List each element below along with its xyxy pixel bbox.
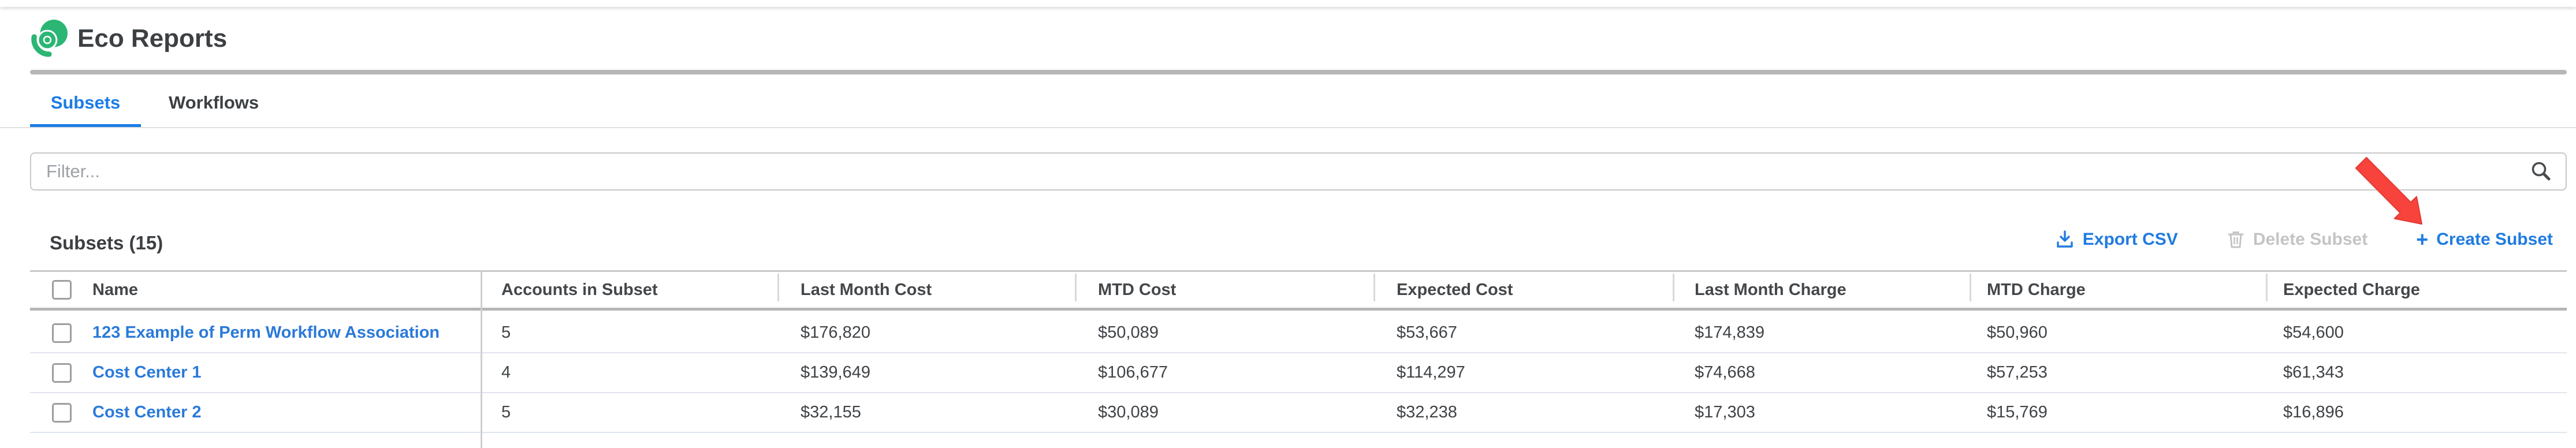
- column-header-expected-cost[interactable]: Expected Cost: [1373, 273, 1673, 301]
- cell-accounts-in-subset: 5: [501, 403, 511, 421]
- top-elevation-strip: [0, 0, 2576, 7]
- table-header-row: Name Accounts in Subset Last Month Cost …: [30, 272, 2567, 311]
- table-row: Cost Center 1 4 $139,649 $106,677 $114,2…: [30, 353, 2567, 393]
- cell-expected-cost: $32,238: [1397, 403, 1457, 421]
- filter-input[interactable]: [30, 152, 2567, 191]
- eco-logo-icon: [31, 20, 68, 57]
- column-header-name[interactable]: Name: [92, 280, 138, 299]
- plus-icon: +: [2416, 227, 2429, 251]
- tab-workflows[interactable]: Workflows: [169, 92, 259, 113]
- cell-mtd-cost: $106,677: [1098, 363, 1168, 382]
- download-icon: [2057, 230, 2073, 248]
- table-row: 123 Example of Perm Workflow Association…: [30, 313, 2567, 353]
- row-checkbox[interactable]: [52, 363, 72, 383]
- column-header-mtd-cost[interactable]: MTD Cost: [1075, 273, 1373, 301]
- cell-mtd-charge: $57,253: [1987, 363, 2048, 382]
- cell-last-month-charge: $174,839: [1695, 323, 1765, 342]
- column-header-last-month-charge[interactable]: Last Month Charge: [1673, 273, 1970, 301]
- cell-expected-cost: $114,297: [1397, 363, 1465, 382]
- red-arrow-annotation-icon: [2355, 156, 2422, 225]
- delete-subset-label: Delete Subset: [2253, 230, 2368, 249]
- cell-last-month-charge: $74,668: [1695, 363, 1755, 382]
- row-checkbox-cell: [30, 363, 92, 383]
- subset-name-link[interactable]: 123 Example of Perm Workflow Association: [92, 323, 440, 342]
- cell-expected-cost: $53,667: [1397, 323, 1457, 342]
- subset-name-link[interactable]: Cost Center 2: [92, 403, 202, 421]
- cell-expected-charge: $61,343: [2283, 363, 2344, 382]
- export-csv-button[interactable]: Export CSV: [2055, 230, 2178, 249]
- table-top-border: [30, 270, 2567, 272]
- tabs-divider: [0, 127, 2576, 128]
- cell-accounts-in-subset: 4: [501, 363, 511, 382]
- delete-subset-button[interactable]: Delete Subset: [2227, 230, 2367, 249]
- export-csv-label: Export CSV: [2082, 230, 2178, 249]
- page-title: Eco Reports: [77, 24, 228, 53]
- cell-last-month-cost: $32,155: [801, 403, 861, 421]
- cell-expected-charge: $54,600: [2283, 323, 2344, 342]
- cell-expected-charge: $16,896: [2283, 403, 2344, 421]
- create-subset-button[interactable]: + Create Subset: [2416, 227, 2553, 251]
- subset-name-link[interactable]: Cost Center 1: [92, 363, 202, 382]
- tab-subsets[interactable]: Subsets: [50, 92, 121, 113]
- section-title: Subsets (15): [50, 232, 163, 253]
- column-header-expected-charge[interactable]: Expected Charge: [2266, 273, 2567, 301]
- table-row: Cost Center 2 5 $32,155 $30,089 $32,238 …: [30, 393, 2567, 433]
- cell-last-month-charge: $17,303: [1695, 403, 1755, 421]
- cell-accounts-in-subset: 5: [501, 323, 511, 342]
- horizontal-scrollbar[interactable]: [30, 70, 2567, 74]
- table-body: 123 Example of Perm Workflow Association…: [30, 313, 2567, 433]
- column-header-mtd-charge[interactable]: MTD Charge: [1970, 273, 2266, 301]
- row-checkbox-cell: [30, 323, 92, 343]
- cell-last-month-cost: $176,820: [801, 323, 870, 342]
- header-checkbox-cell: [30, 280, 92, 300]
- name-column-divider: [481, 270, 482, 448]
- row-checkbox-cell: [30, 402, 92, 423]
- active-tab-underline: [30, 124, 141, 128]
- row-checkbox[interactable]: [52, 402, 72, 423]
- trash-icon: [2228, 232, 2244, 248]
- cell-last-month-cost: $139,649: [801, 363, 870, 382]
- row-checkbox[interactable]: [52, 323, 72, 343]
- column-header-accounts-in-subset[interactable]: Accounts in Subset: [501, 280, 658, 299]
- cell-mtd-cost: $30,089: [1098, 403, 1159, 421]
- create-subset-label: Create Subset: [2436, 230, 2553, 249]
- select-all-checkbox[interactable]: [52, 280, 72, 300]
- toolbar: Export CSV Delete Subset + Create Subset: [2055, 227, 2553, 251]
- cell-mtd-charge: $50,960: [1987, 323, 2048, 342]
- cell-mtd-charge: $15,769: [1987, 403, 2048, 421]
- search-icon[interactable]: [2529, 159, 2553, 184]
- cell-mtd-cost: $50,089: [1098, 323, 1159, 342]
- column-header-last-month-cost[interactable]: Last Month Cost: [777, 273, 1075, 301]
